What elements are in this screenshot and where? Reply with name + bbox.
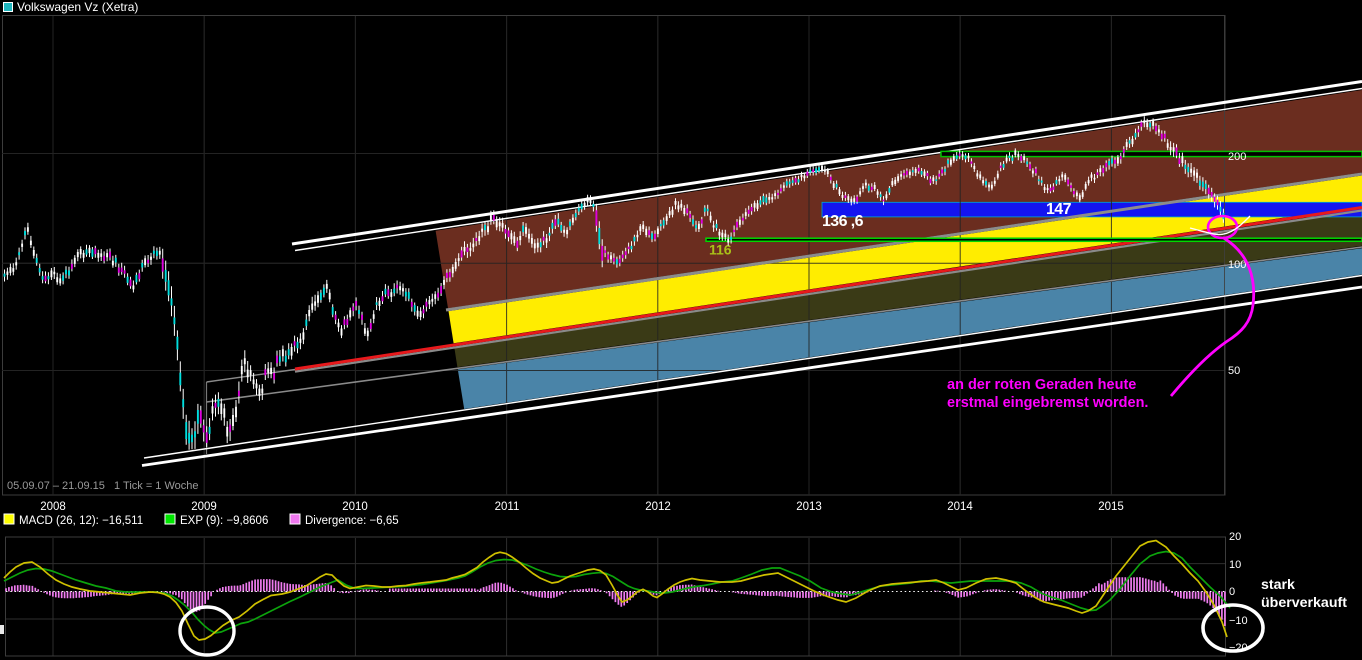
svg-text:Volkswagen Vz (Xetra): Volkswagen Vz (Xetra)	[17, 0, 138, 14]
svg-text:147: 147	[1046, 201, 1072, 218]
svg-text:0: 0	[1229, 586, 1235, 598]
svg-text:2015: 2015	[1098, 501, 1124, 513]
svg-text:−10: −10	[1229, 615, 1248, 627]
svg-text:Divergence: −6,65: Divergence: −6,65	[305, 515, 399, 527]
svg-text:2013: 2013	[796, 501, 822, 513]
svg-text:50: 50	[1228, 365, 1240, 377]
svg-text:136 ,6: 136 ,6	[822, 213, 864, 230]
svg-text:200: 200	[1228, 151, 1246, 163]
svg-text:überverkauft: überverkauft	[1261, 595, 1347, 611]
svg-text:2011: 2011	[495, 501, 520, 513]
svg-text:2014: 2014	[947, 501, 973, 513]
svg-text:116: 116	[709, 242, 732, 258]
svg-text:10: 10	[1229, 559, 1241, 571]
svg-text:2010: 2010	[342, 501, 368, 513]
svg-text:2012: 2012	[645, 501, 671, 513]
svg-text:EXP (9): −9,8606: EXP (9): −9,8606	[180, 515, 268, 527]
svg-text:2009: 2009	[191, 501, 217, 513]
svg-text:erstmal eingebremst worden.: erstmal eingebremst worden.	[947, 395, 1148, 411]
svg-text:100: 100	[1228, 259, 1246, 271]
svg-text:2008: 2008	[40, 501, 66, 513]
svg-text:05.09.07 – 21.09.15 1 Tick =: 05.09.07 – 21.09.15 1 Tick = 1 Woche	[7, 480, 199, 492]
svg-text:MACD (26, 12): −16,511: MACD (26, 12): −16,511	[19, 515, 143, 527]
svg-text:an der roten Geraden heute: an der roten Geraden heute	[947, 377, 1136, 393]
svg-text:20: 20	[1229, 531, 1241, 543]
svg-text:stark: stark	[1261, 577, 1295, 593]
